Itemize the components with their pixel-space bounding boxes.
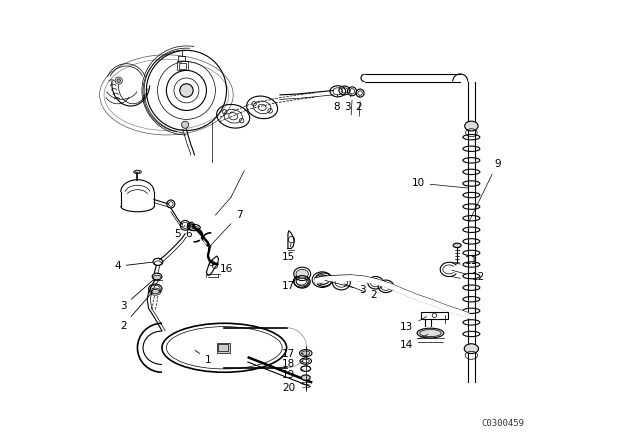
Text: 12: 12 (452, 270, 484, 282)
Text: 17: 17 (282, 349, 303, 359)
Ellipse shape (417, 328, 444, 338)
Ellipse shape (151, 289, 159, 294)
Text: 17: 17 (282, 276, 300, 291)
Bar (217, 343, 230, 353)
Text: 5: 5 (174, 225, 185, 239)
Text: 9: 9 (469, 159, 500, 221)
Text: 8: 8 (333, 94, 340, 112)
Text: 1: 1 (195, 350, 211, 365)
Bar (218, 344, 228, 351)
Text: 15: 15 (282, 243, 296, 263)
Ellipse shape (153, 275, 161, 280)
Circle shape (180, 84, 193, 97)
Bar (177, 61, 188, 70)
Text: 6: 6 (186, 226, 192, 239)
Text: 18: 18 (282, 359, 303, 369)
Ellipse shape (301, 351, 310, 355)
Text: 2: 2 (120, 292, 152, 331)
Text: 4: 4 (114, 261, 152, 271)
Text: 11: 11 (460, 250, 478, 266)
Text: 3: 3 (325, 280, 365, 295)
Circle shape (182, 121, 189, 128)
Ellipse shape (301, 375, 310, 380)
Text: 16: 16 (212, 264, 233, 275)
Text: C0300459: C0300459 (482, 419, 525, 428)
Text: 10: 10 (412, 178, 468, 188)
Text: 19: 19 (282, 370, 303, 380)
Bar (421, 312, 448, 319)
Text: 3: 3 (344, 94, 351, 112)
Ellipse shape (465, 121, 478, 131)
Text: 2: 2 (355, 96, 362, 112)
Text: 14: 14 (400, 334, 428, 350)
Bar (179, 63, 186, 69)
Text: 7: 7 (210, 210, 243, 246)
Ellipse shape (453, 243, 461, 248)
Ellipse shape (464, 344, 479, 353)
Text: 13: 13 (400, 317, 427, 332)
Text: 20: 20 (282, 383, 303, 393)
Circle shape (117, 79, 120, 82)
Text: 2: 2 (344, 284, 377, 300)
Text: 3: 3 (120, 279, 154, 311)
Ellipse shape (296, 269, 308, 278)
